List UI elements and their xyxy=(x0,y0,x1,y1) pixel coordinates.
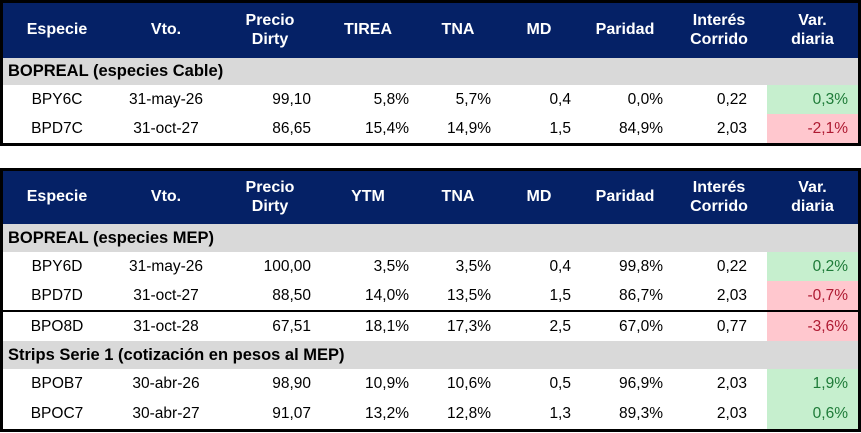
section-header-bopreal-mep: BOPREAL (especies MEP) xyxy=(3,224,858,252)
cell-paridad: 67,0% xyxy=(619,317,663,335)
cell-var-diaria: 1,9% xyxy=(767,369,858,399)
table-row-bpy6d: BPY6D 31-may-26 100,00 3,5% 3,5% 0,4 99,… xyxy=(3,252,858,281)
cell-ytm: 13,2% xyxy=(365,405,409,422)
table-row-bpy6c: BPY6C 31-may-26 99,10 5,8% 5,7% 0,4 0,0%… xyxy=(3,85,858,114)
cell-vto: 30-abr-27 xyxy=(132,405,200,422)
cell-paridad: 96,9% xyxy=(619,375,663,392)
column-header-especie: Especie xyxy=(26,188,88,206)
column-header-precio-dirty: Precio Dirty xyxy=(245,11,295,48)
cell-md: 0,4 xyxy=(549,257,571,275)
cell-tna: 12,8% xyxy=(447,405,491,422)
column-header-especie: Especie xyxy=(26,21,88,39)
cell-var-diaria: 0,3% xyxy=(767,85,858,114)
cell-tirea: 5,8% xyxy=(373,90,409,108)
cell-ytm: 10,9% xyxy=(365,375,409,392)
cell-vto: 31-oct-28 xyxy=(133,317,199,335)
column-header-var-diaria: Var. diaria xyxy=(791,178,834,215)
cell-especie: BPD7C xyxy=(31,119,83,137)
table-row-bpd7c: BPD7C 31-oct-27 86,65 15,4% 14,9% 1,5 84… xyxy=(3,114,858,143)
column-header-paridad: Paridad xyxy=(595,188,655,206)
cell-interes-corrido: 2,03 xyxy=(716,375,747,392)
column-header-interes-corrido: Interés Corrido xyxy=(690,11,748,48)
cell-md: 0,5 xyxy=(549,375,571,392)
column-header-tna: TNA xyxy=(441,188,475,206)
column-header-interes-corrido: Interés Corrido xyxy=(690,178,748,215)
cell-interes-corrido: 0,22 xyxy=(716,90,747,108)
cell-ytm: 3,5% xyxy=(373,257,409,275)
bopreal-mep-table: Especie Vto. Precio Dirty YTM TNA MD Par… xyxy=(0,168,861,432)
cable-table-header-row: Especie Vto. Precio Dirty TIREA TNA MD P… xyxy=(3,3,858,58)
table-row-bpd7d: BPD7D 31-oct-27 88,50 14,0% 13,5% 1,5 86… xyxy=(3,281,858,312)
cell-precio-dirty: 98,90 xyxy=(272,375,311,392)
column-header-vto: Vto. xyxy=(150,21,182,39)
column-header-paridad: Paridad xyxy=(595,21,655,39)
cell-precio-dirty: 86,65 xyxy=(272,119,311,137)
cell-vto: 31-may-26 xyxy=(128,257,204,275)
cell-paridad: 0,0% xyxy=(627,90,663,108)
cell-vto: 31-oct-27 xyxy=(133,286,199,304)
cell-var-diaria: 0,6% xyxy=(767,399,858,429)
cell-var-diaria: -0,7% xyxy=(767,281,858,310)
cell-especie: BPY6D xyxy=(31,257,83,275)
cell-paridad: 99,8% xyxy=(619,257,663,275)
cell-tna: 5,7% xyxy=(455,90,491,108)
cell-var-diaria: 0,2% xyxy=(767,252,858,281)
cell-vto: 30-abr-26 xyxy=(132,375,200,392)
cell-especie: BPY6C xyxy=(31,90,83,108)
cell-especie: BPOC7 xyxy=(30,405,84,422)
cell-paridad: 86,7% xyxy=(619,286,663,304)
cell-vto: 31-may-26 xyxy=(128,90,204,108)
cell-interes-corrido: 0,22 xyxy=(716,257,747,275)
column-header-md: MD xyxy=(526,188,552,206)
cell-var-diaria: -2,1% xyxy=(767,114,858,143)
table-row-bpo8d: BPO8D 31-oct-28 67,51 18,1% 17,3% 2,5 67… xyxy=(3,312,858,341)
cell-precio-dirty: 91,07 xyxy=(272,405,311,422)
cell-tna: 14,9% xyxy=(447,119,491,137)
bopreal-cable-table: Especie Vto. Precio Dirty TIREA TNA MD P… xyxy=(0,0,861,146)
cell-precio-dirty: 100,00 xyxy=(263,257,311,275)
cell-vto: 31-oct-27 xyxy=(133,119,199,137)
cell-interes-corrido: 2,03 xyxy=(716,119,747,137)
section-header-bopreal-cable: BOPREAL (especies Cable) xyxy=(3,58,858,85)
cell-tna: 17,3% xyxy=(447,317,491,335)
column-header-tna: TNA xyxy=(441,21,475,39)
cell-interes-corrido: 2,03 xyxy=(716,405,747,422)
column-header-precio-dirty: Precio Dirty xyxy=(245,178,295,215)
cell-md: 1,5 xyxy=(549,119,571,137)
cell-precio-dirty: 88,50 xyxy=(272,286,311,304)
cell-ytm: 18,1% xyxy=(365,317,409,335)
column-header-ytm: YTM xyxy=(351,188,385,206)
cell-precio-dirty: 67,51 xyxy=(272,317,311,335)
column-header-vto: Vto. xyxy=(150,188,182,206)
cell-tna: 10,6% xyxy=(447,375,491,392)
cell-paridad: 84,9% xyxy=(619,119,663,137)
mep-table-header-row: Especie Vto. Precio Dirty YTM TNA MD Par… xyxy=(3,171,858,224)
cell-md: 1,5 xyxy=(549,286,571,304)
table-row-bpoc7: BPOC7 30-abr-27 91,07 13,2% 12,8% 1,3 89… xyxy=(3,399,858,429)
cell-md: 1,3 xyxy=(549,405,571,422)
cell-interes-corrido: 2,03 xyxy=(716,286,747,304)
table-spacer xyxy=(0,146,861,168)
cell-var-diaria: -3,6% xyxy=(767,312,858,341)
cell-especie: BPOB7 xyxy=(31,375,83,392)
column-header-md: MD xyxy=(526,21,552,39)
cell-especie: BPO8D xyxy=(30,317,84,335)
column-header-var-diaria: Var. diaria xyxy=(791,11,834,48)
cell-tirea: 15,4% xyxy=(365,119,409,137)
cell-interes-corrido: 0,77 xyxy=(716,317,747,335)
cell-tna: 13,5% xyxy=(447,286,491,304)
table-row-bpob7: BPOB7 30-abr-26 98,90 10,9% 10,6% 0,5 96… xyxy=(3,369,858,399)
cell-paridad: 89,3% xyxy=(619,405,663,422)
cell-precio-dirty: 99,10 xyxy=(272,90,311,108)
section-header-strips-serie-1: Strips Serie 1 (cotización en pesos al M… xyxy=(3,341,858,369)
cell-md: 0,4 xyxy=(549,90,571,108)
cell-especie: BPD7D xyxy=(31,286,83,304)
column-header-tirea: TIREA xyxy=(344,21,392,39)
cell-tna: 3,5% xyxy=(455,257,491,275)
cell-ytm: 14,0% xyxy=(365,286,409,304)
cell-md: 2,5 xyxy=(549,317,571,335)
